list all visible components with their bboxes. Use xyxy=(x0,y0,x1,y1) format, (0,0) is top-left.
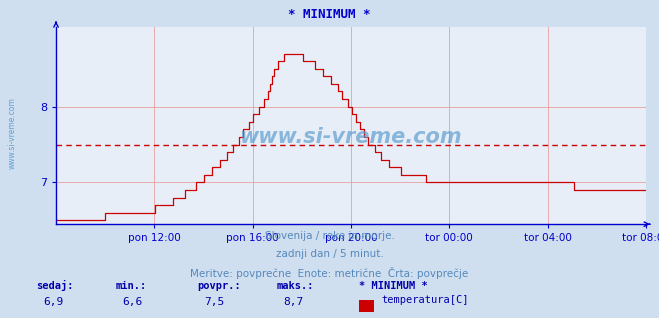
Text: temperatura[C]: temperatura[C] xyxy=(381,295,469,305)
Text: zadnji dan / 5 minut.: zadnji dan / 5 minut. xyxy=(275,249,384,259)
Text: www.si-vreme.com: www.si-vreme.com xyxy=(240,128,462,148)
Text: 6,9: 6,9 xyxy=(43,297,63,307)
Text: sedaj:: sedaj: xyxy=(36,280,74,291)
Text: * MINIMUM *: * MINIMUM * xyxy=(359,281,428,291)
Text: Slovenija / reke in morje.: Slovenija / reke in morje. xyxy=(264,231,395,240)
Text: 8,7: 8,7 xyxy=(283,297,304,307)
Text: 6,6: 6,6 xyxy=(122,297,142,307)
Text: povpr.:: povpr.: xyxy=(198,281,241,291)
Text: min.:: min.: xyxy=(115,281,146,291)
Text: * MINIMUM *: * MINIMUM * xyxy=(288,8,371,21)
Text: www.si-vreme.com: www.si-vreme.com xyxy=(8,98,17,169)
Text: Meritve: povprečne  Enote: metrične  Črta: povprečje: Meritve: povprečne Enote: metrične Črta:… xyxy=(190,267,469,279)
Text: maks.:: maks.: xyxy=(277,281,314,291)
Text: 7,5: 7,5 xyxy=(204,297,225,307)
